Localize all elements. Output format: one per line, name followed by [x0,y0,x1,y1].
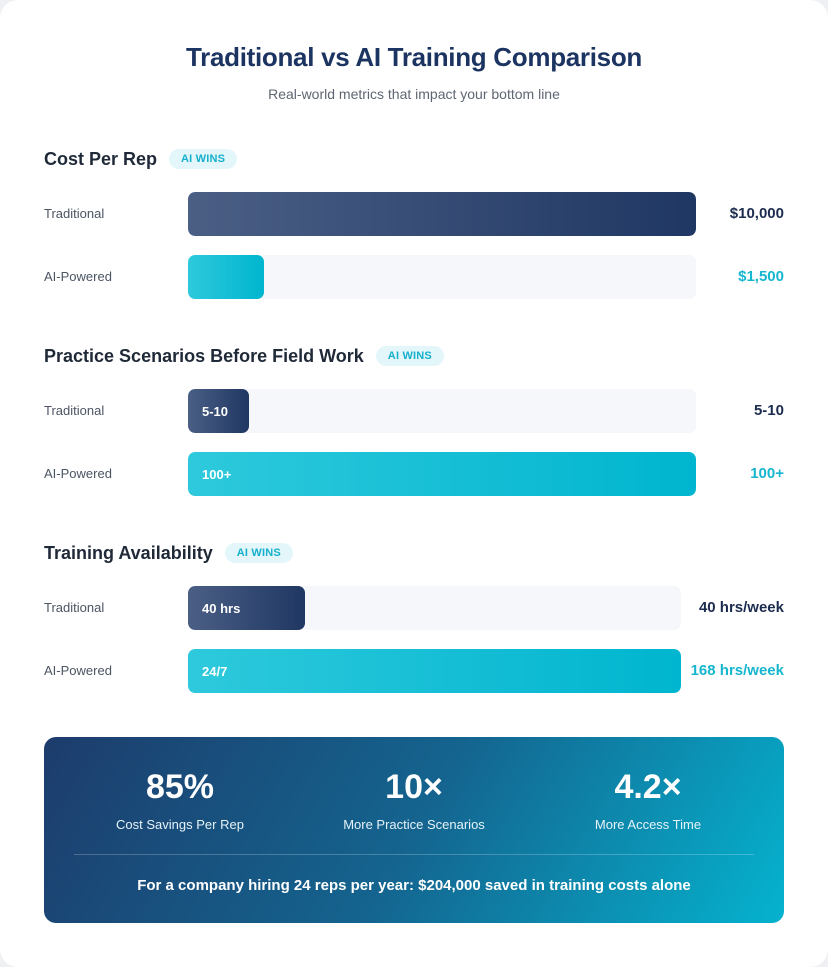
section-header: Training Availability AI WINS [44,542,293,564]
bar-value-label: 40 hrs/week [698,599,784,616]
bar-row-ai-powered: AI-Powered 100+ 100+ [44,452,784,496]
bar-inner-label: 24/7 [202,663,228,679]
section-title: Cost Per Rep [44,148,158,169]
bar-track [188,192,696,236]
stat-label: Cost Savings Per Rep [116,817,244,832]
bar-inner-label: 100+ [202,466,232,482]
bar-track [188,255,696,299]
ai-wins-badge: AI WINS [169,149,238,169]
bar-row-ai-powered: AI-Powered 24/7 168 hrs/week [44,649,784,693]
section-title: Practice Scenarios Before Field Work [44,345,364,366]
bar-value-label: 100+ [750,465,784,482]
stat-cost-savings: 85% Cost Savings Per Rep [60,767,300,832]
bar-ai-powered: 100+ [188,452,696,496]
section-practice-scenarios-before-field-work: Practice Scenarios Before Field Work AI W… [44,345,784,515]
section-header: Practice Scenarios Before Field Work AI W… [44,345,444,367]
summary-divider [74,854,754,855]
bar-row-traditional: Traditional 40 hrs 40 hrs/week [44,586,784,630]
stat-value: 4.2× [614,768,682,806]
ai-wins-badge: AI WINS [375,346,444,366]
bar-track: 40 hrs [188,586,681,630]
section-title: Training Availability [44,542,213,563]
bar-track: 24/7 [188,649,681,693]
bar-value-label: 5-10 [753,402,784,419]
bar-row-traditional: Traditional 5-10 5-10 [44,389,784,433]
bar-track: 5-10 [188,389,696,433]
bar-track: 100+ [188,452,696,496]
stat-value: 85% [145,768,215,806]
section-header: Cost Per Rep AI WINS [44,148,238,170]
bar-category-label: AI-Powered [44,663,112,678]
bar-value-label: 168 hrs/week [690,662,784,679]
summary-note: For a company hiring 24 reps per year: $… [137,877,691,894]
summary-panel: 85% Cost Savings Per Rep 10× More Practi… [44,737,784,923]
stat-label: More Access Time [594,817,702,832]
bar-category-label: Traditional [44,206,105,221]
bar-traditional: 40 hrs [188,586,305,630]
page-subtitle: Real-world metrics that impact your bott… [268,86,560,102]
stat-practice-scenarios: 10× More Practice Scenarios [294,767,534,832]
ai-wins-badge: AI WINS [224,543,293,563]
bar-ai-powered: 24/7 [188,649,681,693]
bar-category-label: Traditional [44,403,105,418]
bar-inner-label: 40 hrs [202,600,241,616]
stat-access-time: 4.2× More Access Time [528,767,768,832]
bar-row-ai-powered: AI-Powered $1,500 [44,255,784,299]
bar-inner-label: 5-10 [202,403,229,419]
bar-value-label: $1,500 [738,268,784,285]
bar-ai-powered [188,255,264,299]
bar-category-label: AI-Powered [44,466,112,481]
stat-label: More Practice Scenarios [343,817,485,832]
bar-row-traditional: Traditional $10,000 [44,192,784,236]
bar-category-label: AI-Powered [44,269,112,284]
bar-traditional: 5-10 [188,389,249,433]
bar-category-label: Traditional [44,600,105,615]
page-title: Traditional vs AI Training Comparison [185,42,642,72]
bar-value-label: $10,000 [729,205,784,222]
section-training-availability: Training Availability AI WINS Traditional 4… [44,542,784,712]
section-cost-per-rep: Cost Per Rep AI WINS Traditional $10,000 AI-… [44,148,784,318]
stat-value: 10× [385,768,443,806]
bar-traditional [188,192,696,236]
